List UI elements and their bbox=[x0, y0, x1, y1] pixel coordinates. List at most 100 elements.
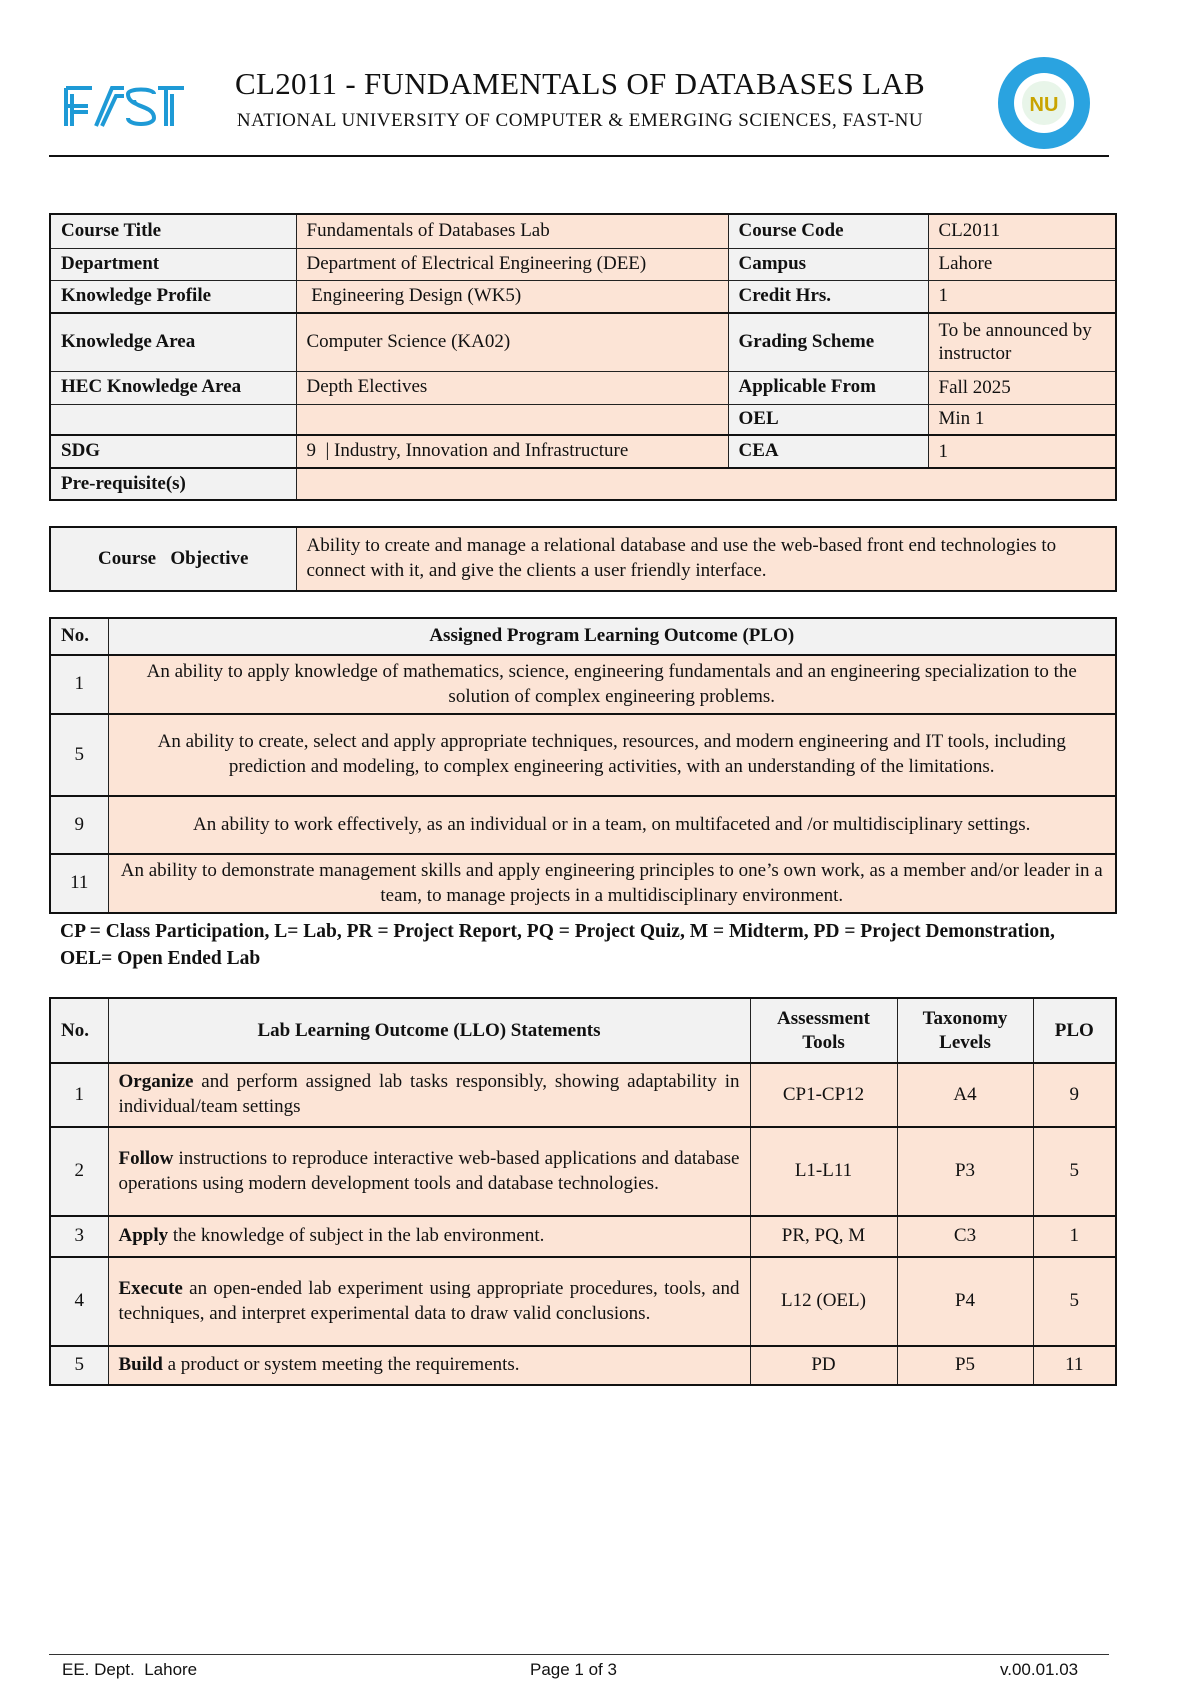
field-label: Knowledge Area bbox=[49, 312, 297, 372]
assessment-tools: L1-L11 bbox=[749, 1126, 898, 1217]
mapped-plo: 1 bbox=[1032, 1215, 1117, 1258]
field-label: CEA bbox=[727, 434, 929, 469]
llo-action-verb: Execute bbox=[118, 1277, 183, 1299]
llo-statement: Execute an open-ended lab experiment usi… bbox=[107, 1256, 751, 1347]
field-value: 1 bbox=[927, 434, 1117, 469]
university-seal: NU bbox=[996, 55, 1092, 151]
field-value: Fall 2025 bbox=[927, 370, 1117, 405]
plo-statement: An ability to work effectively, as an in… bbox=[107, 795, 1117, 855]
field-value: Min 1 bbox=[927, 403, 1117, 436]
plo-row: 1 An ability to apply knowledge of mathem… bbox=[49, 654, 1117, 715]
llo-table: No. Lab Learning Outcome (LLO) Statements… bbox=[49, 997, 1117, 1386]
objective-label: Course Objective bbox=[49, 526, 297, 592]
field-label: SDG bbox=[49, 434, 297, 469]
llo-text: a product or system meeting the requirem… bbox=[162, 1354, 520, 1376]
course-info-row: SDG 9 | Industry, Innovation and Infrastr… bbox=[49, 434, 1117, 469]
assessment-tools: PR, PQ, M bbox=[749, 1215, 898, 1258]
plo-row: 5 An ability to create, select and apply … bbox=[49, 713, 1117, 797]
plo-statement: An ability to create, select and apply a… bbox=[107, 713, 1117, 797]
page-subtitle: NATIONAL UNIVERSITY OF COMPUTER & EMERGI… bbox=[236, 110, 924, 131]
prerequisite-label: Pre-requisite(s) bbox=[49, 467, 297, 501]
llo-number: 4 bbox=[49, 1256, 109, 1347]
field-value: To be announced by instructor bbox=[927, 312, 1117, 372]
course-info-row: OEL Min 1 bbox=[49, 403, 1117, 436]
course-info-row: Knowledge Profile Engineering Design (WK… bbox=[49, 279, 1117, 314]
llo-row: 1 Organize and perform assigned lab tasks… bbox=[49, 1062, 1117, 1128]
assessment-tools: PD bbox=[749, 1345, 898, 1386]
taxonomy-level: P3 bbox=[896, 1126, 1034, 1217]
mapped-plo: 5 bbox=[1032, 1126, 1117, 1217]
objective-text: Ability to create and manage a relationa… bbox=[295, 526, 1117, 592]
prerequisite-row: Pre-requisite(s) bbox=[49, 467, 1117, 501]
llo-action-verb: Build bbox=[118, 1354, 163, 1376]
field-value: CL2011 bbox=[927, 213, 1117, 249]
field-value: 9 | Industry, Innovation and Infrastruct… bbox=[295, 434, 729, 469]
mapped-plo: 11 bbox=[1032, 1345, 1117, 1386]
column-header: Lab Learning Outcome (LLO) Statements bbox=[107, 997, 751, 1064]
footer-department: EE. Dept. Lahore bbox=[62, 1660, 198, 1679]
field-value: 1 bbox=[927, 279, 1117, 314]
llo-action-verb: Apply bbox=[118, 1225, 169, 1247]
assessment-legend-note: CP = Class Participation, L= Lab, PR = P… bbox=[60, 921, 1055, 969]
column-header: PLO bbox=[1032, 997, 1117, 1064]
field-label: Course Code bbox=[727, 213, 929, 249]
column-header: No. bbox=[49, 617, 109, 656]
llo-number: 3 bbox=[49, 1215, 109, 1258]
field-label: Credit Hrs. bbox=[727, 279, 929, 314]
plo-number: 5 bbox=[49, 713, 109, 797]
footer-rule bbox=[49, 1654, 1109, 1655]
plo-number: 1 bbox=[49, 654, 109, 715]
course-info-row: HEC Knowledge Area Depth Electives Applica… bbox=[49, 370, 1117, 405]
column-header: Assessment Tools bbox=[749, 997, 898, 1064]
header-rule bbox=[49, 155, 1109, 157]
llo-row: 3 Apply the knowledge of subject in the l… bbox=[49, 1215, 1117, 1258]
field-label: Grading Scheme bbox=[727, 312, 929, 372]
prerequisite-value bbox=[295, 467, 1117, 501]
mapped-plo: 5 bbox=[1032, 1256, 1117, 1347]
svg-text:NU: NU bbox=[1030, 94, 1059, 116]
field-value bbox=[295, 403, 729, 436]
assessment-tools: CP1-CP12 bbox=[749, 1062, 898, 1128]
llo-number: 1 bbox=[49, 1062, 109, 1128]
llo-action-verb: Organize bbox=[118, 1071, 194, 1093]
llo-text: an open-ended lab experiment using appro… bbox=[118, 1277, 740, 1324]
column-header: No. bbox=[49, 997, 109, 1064]
field-value: Lahore bbox=[927, 247, 1117, 281]
field-label: Knowledge Profile bbox=[49, 279, 297, 314]
field-value: Depth Electives bbox=[295, 370, 729, 405]
field-label: Campus bbox=[727, 247, 929, 281]
field-value: Computer Science (KA02) bbox=[295, 312, 729, 372]
course-info-row: Knowledge Area Computer Science (KA02) Gra… bbox=[49, 312, 1117, 372]
field-value: Engineering Design (WK5) bbox=[295, 279, 729, 314]
assessment-tools: L12 (OEL) bbox=[749, 1256, 898, 1347]
field-label: Course Title bbox=[49, 213, 297, 249]
plo-header-row: No. Assigned Program Learning Outcome (PL… bbox=[49, 617, 1117, 656]
llo-text: and perform assigned lab tasks responsib… bbox=[118, 1071, 740, 1117]
llo-row: 5 Build a product or system meeting the r… bbox=[49, 1345, 1117, 1386]
llo-statement: Follow instructions to reproduce interac… bbox=[107, 1126, 751, 1217]
plo-number: 11 bbox=[49, 853, 109, 914]
taxonomy-level: P5 bbox=[896, 1345, 1034, 1386]
plo-row: 9 An ability to work effectively, as an i… bbox=[49, 795, 1117, 855]
llo-text: instructions to reproduce interactive we… bbox=[118, 1147, 740, 1194]
plo-number: 9 bbox=[49, 795, 109, 855]
llo-number: 5 bbox=[49, 1345, 109, 1386]
footer-version: v.00.01.03 bbox=[1000, 1660, 1079, 1679]
field-label: HEC Knowledge Area bbox=[49, 370, 297, 405]
llo-statement: Organize and perform assigned lab tasks … bbox=[107, 1062, 751, 1128]
taxonomy-level: A4 bbox=[896, 1062, 1034, 1128]
field-label: Department bbox=[49, 247, 297, 281]
llo-action-verb: Follow bbox=[118, 1147, 174, 1169]
llo-header-row: No. Lab Learning Outcome (LLO) Statements… bbox=[49, 997, 1117, 1064]
plo-table: No. Assigned Program Learning Outcome (PL… bbox=[49, 617, 1117, 914]
field-value: Department of Electrical Engineering (DE… bbox=[295, 247, 729, 281]
taxonomy-level: C3 bbox=[896, 1215, 1034, 1258]
course-info-table: Course Title Fundamentals of Databases La… bbox=[49, 213, 1117, 501]
mapped-plo: 9 bbox=[1032, 1062, 1117, 1128]
llo-number: 2 bbox=[49, 1126, 109, 1217]
llo-text: the knowledge of subject in the lab envi… bbox=[168, 1225, 545, 1247]
field-label: Applicable From bbox=[727, 370, 929, 405]
llo-statement: Apply the knowledge of subject in the la… bbox=[107, 1215, 751, 1258]
course-info-row: Department Department of Electrical Engin… bbox=[49, 247, 1117, 281]
